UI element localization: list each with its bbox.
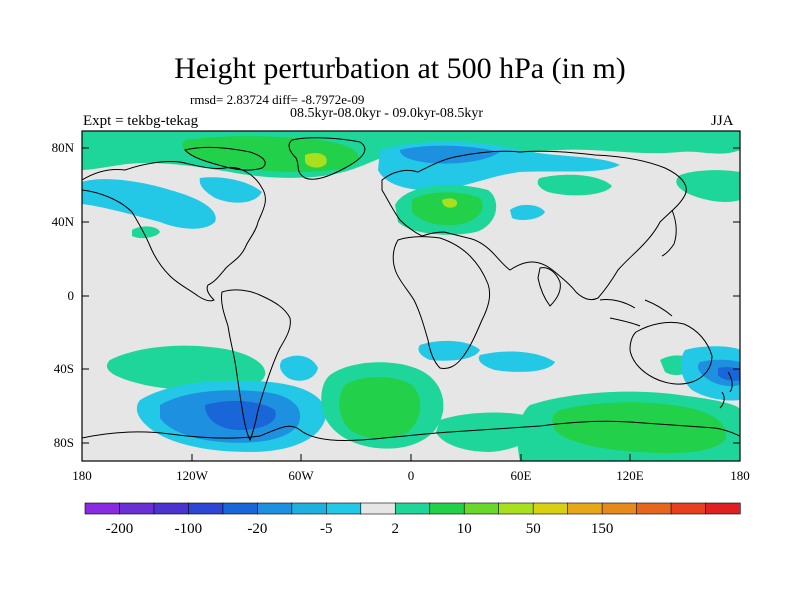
colorbar-swatch	[567, 502, 603, 515]
contour-central-asia-teal	[537, 174, 612, 196]
coastline-canadian-arctic	[184, 146, 266, 171]
colorbar-label: -100	[175, 521, 203, 537]
lat-label-80s: 80S	[54, 435, 74, 450]
contour-greenland-yellow	[305, 153, 327, 168]
colorbar-swatch	[222, 502, 258, 515]
contour-central-asia-blue	[510, 204, 545, 220]
contour-siberia-darkblue	[400, 145, 500, 164]
colorbar-label: 150	[591, 521, 614, 537]
contour-na-blue	[199, 177, 262, 203]
colorbar-swatch	[705, 502, 741, 515]
coastline-north-america	[82, 161, 266, 302]
contour-pacific-teal	[676, 170, 740, 203]
lon-label-120e: 120E	[616, 468, 644, 483]
coastline-africa	[392, 236, 491, 369]
lon-label-180e: 180	[730, 468, 750, 483]
coastline-australia	[629, 321, 713, 385]
coastline-japan	[661, 209, 677, 257]
contour-sio-blue2	[478, 351, 555, 372]
coastline-south-america	[221, 289, 291, 442]
colorbar-label: 10	[457, 521, 472, 537]
contour-sa-blue	[280, 355, 318, 381]
contour-europe-yellow	[442, 198, 458, 208]
coastline-india	[537, 267, 561, 307]
colorbar-swatch	[188, 502, 224, 515]
colorbar-swatch	[498, 502, 534, 515]
contour-sp-blue-dark	[205, 400, 276, 430]
colorbar-swatch	[601, 502, 638, 515]
coastline-greenland	[288, 137, 366, 180]
colorbar-swatch	[532, 502, 569, 515]
coastlines	[82, 137, 740, 442]
colorbar-swatch	[463, 502, 500, 515]
colorbar-labels: -200 -100 -20 -5 2 10 50 150	[106, 521, 614, 537]
contour-sp-teal-west	[106, 345, 266, 392]
colorbar-swatch	[636, 502, 672, 515]
lon-label-60w: 60W	[288, 468, 314, 483]
colorbar-swatch	[257, 502, 293, 515]
season-label: JJA	[711, 113, 734, 129]
contour-small-teal	[132, 226, 160, 239]
lon-labels: 180 120W 60W 0 60E 120E 180	[72, 468, 750, 483]
lat-label-0: 0	[68, 288, 75, 303]
colorbar-swatch	[394, 502, 431, 515]
contour-satl-green	[339, 377, 421, 439]
period-line: 08.5kyr-08.0kyr - 09.0kyr-08.5kyr	[290, 106, 484, 121]
lat-axis	[82, 147, 740, 444]
colorbar-swatch	[429, 502, 465, 515]
contour-fills	[82, 131, 740, 461]
colorbar-swatch	[153, 502, 190, 515]
colorbar-swatch	[670, 502, 707, 515]
lat-label-40n: 40N	[52, 214, 75, 229]
lon-axis	[81, 454, 741, 461]
coastline-antarctica	[82, 420, 740, 441]
lon-label-60e: 60E	[511, 468, 532, 483]
contour-nepacific-blue	[82, 179, 216, 229]
coastline-new-zealand	[719, 371, 733, 409]
colorbar-swatch	[291, 502, 327, 515]
colorbar-swatch	[119, 502, 155, 515]
lat-label-40s: 40S	[54, 361, 74, 376]
experiment-line: Expt = tekbg-tekag	[83, 113, 199, 129]
colorbar-label: -20	[247, 521, 267, 537]
colorbar-label: 2	[392, 521, 400, 537]
coastline-eurasia	[381, 150, 687, 301]
contour-sio-teal	[436, 412, 541, 452]
colorbar-swatch	[326, 502, 362, 515]
lon-label-0: 0	[408, 468, 415, 483]
coastline-se-asia	[599, 299, 673, 327]
colorbar-swatch	[84, 502, 121, 515]
stats-line: rmsd= 2.83724 diff= -8.7972e-09	[190, 92, 365, 107]
lon-label-180w: 180	[72, 468, 92, 483]
lat-label-80n: 80N	[52, 140, 75, 155]
lon-label-120w: 120W	[176, 468, 209, 483]
colorbar-label: -200	[106, 521, 134, 537]
contour-antarctic-green	[552, 402, 726, 454]
map-title: Height perturbation at 500 hPa (in m)	[174, 52, 626, 85]
colorbar-label: -5	[320, 521, 333, 537]
colorbar	[84, 502, 741, 515]
lat-labels: 80N 40N 0 40S 80S	[52, 140, 75, 450]
map-plot-area	[81, 130, 741, 462]
contour-sio-blue	[418, 340, 480, 361]
contour-europe-green-core	[412, 192, 483, 226]
colorbar-swatch	[360, 502, 396, 515]
colorbar-label: 50	[526, 521, 541, 537]
